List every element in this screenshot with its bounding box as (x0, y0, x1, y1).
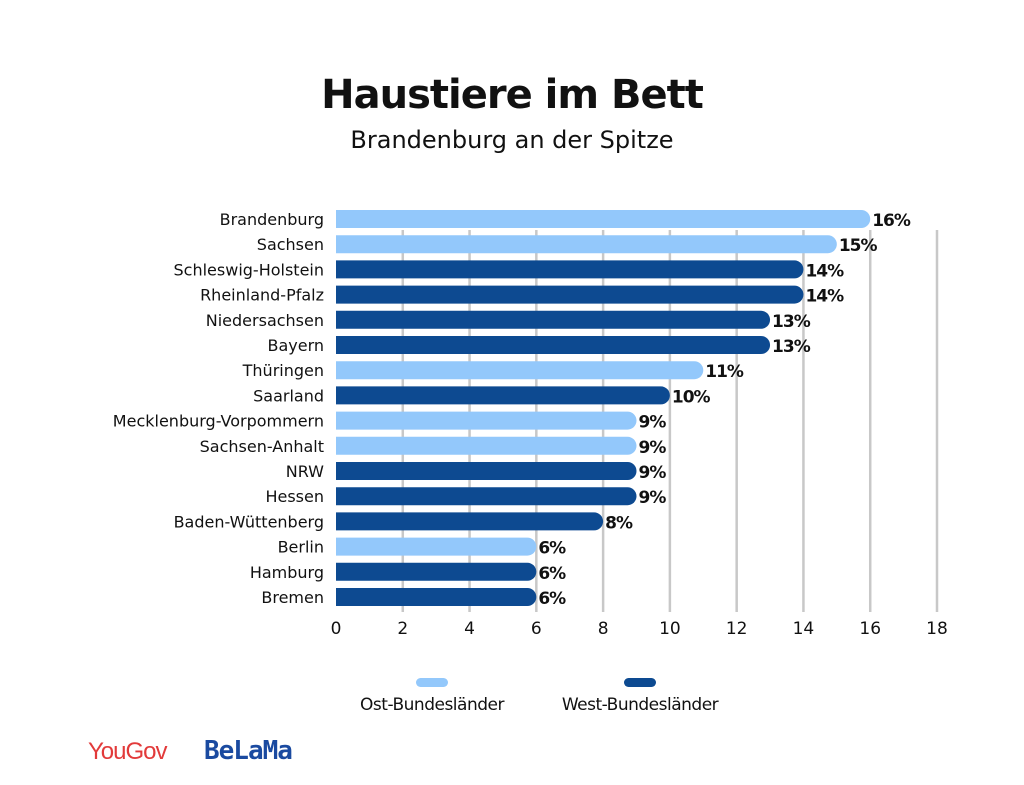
yougov-logo: YouGov (88, 738, 168, 765)
data-label: 6% (538, 564, 566, 584)
bar (336, 260, 804, 279)
category-label: Bremen (261, 588, 324, 607)
data-label: 9% (639, 413, 667, 433)
bar (336, 361, 704, 380)
bar (336, 285, 804, 304)
category-label: Brandenburg (220, 210, 324, 229)
bar (336, 210, 871, 228)
data-label: 9% (639, 488, 667, 508)
x-tick-label: 12 (726, 619, 748, 639)
data-label: 6% (538, 539, 566, 559)
data-label: 16% (872, 211, 911, 231)
category-label: Sachsen (257, 235, 324, 254)
bar (335, 512, 604, 531)
legend-swatch (416, 678, 448, 687)
data-label: 13% (772, 312, 811, 332)
category-label: Bayern (267, 336, 324, 355)
bar (336, 310, 771, 329)
data-label: 8% (605, 513, 633, 533)
bar (336, 436, 637, 455)
belama-logo: BeLaMa (204, 736, 293, 766)
category-label: Niedersachsen (206, 311, 324, 330)
legend-label: West-Bundesländer (562, 695, 719, 715)
bar (336, 487, 637, 506)
bar (336, 386, 670, 405)
x-tick-label: 6 (531, 619, 542, 639)
x-tick-label: 4 (464, 619, 475, 639)
x-tick-label: 10 (659, 619, 681, 639)
data-label: 10% (672, 387, 711, 407)
bar (336, 537, 537, 556)
category-label: Thüringen (242, 361, 324, 380)
category-label: Sachsen-Anhalt (200, 437, 324, 456)
x-tick-label: 2 (397, 619, 408, 639)
data-label: 14% (805, 261, 844, 281)
category-label: Mecklenburg-Vorpommern (113, 412, 324, 431)
data-label: 13% (772, 337, 811, 357)
bar (336, 235, 837, 254)
category-label: Baden-Wüttenberg (174, 512, 324, 531)
x-tick-label: 18 (926, 619, 948, 639)
data-label: 9% (639, 438, 667, 458)
bar (336, 411, 637, 430)
category-label: Schleswig-Holstein (174, 260, 324, 279)
bar (336, 336, 771, 354)
data-label: 11% (705, 362, 744, 382)
category-label: Hamburg (250, 563, 324, 582)
data-label: 14% (805, 287, 844, 307)
chart-subtitle: Brandenburg an der Spitze (350, 126, 674, 154)
x-tick-label: 8 (598, 619, 609, 639)
data-label: 6% (538, 589, 566, 609)
legend-label: Ost-Bundesländer (360, 695, 504, 715)
bar (336, 588, 537, 606)
bar (336, 562, 537, 581)
chart-title: Haustiere im Bett (321, 72, 704, 118)
data-label: 9% (639, 463, 667, 483)
category-label: Saarland (253, 386, 324, 405)
x-tick-label: 0 (331, 619, 342, 639)
category-label: Hessen (265, 487, 324, 506)
category-label: NRW (286, 462, 324, 481)
x-tick-label: 16 (859, 619, 881, 639)
data-label: 15% (839, 236, 878, 256)
bar (336, 462, 637, 480)
x-tick-label: 14 (793, 619, 815, 639)
legend-swatch (624, 678, 656, 687)
category-label: Rheinland-Pfalz (200, 286, 324, 305)
category-label: Berlin (278, 538, 324, 557)
